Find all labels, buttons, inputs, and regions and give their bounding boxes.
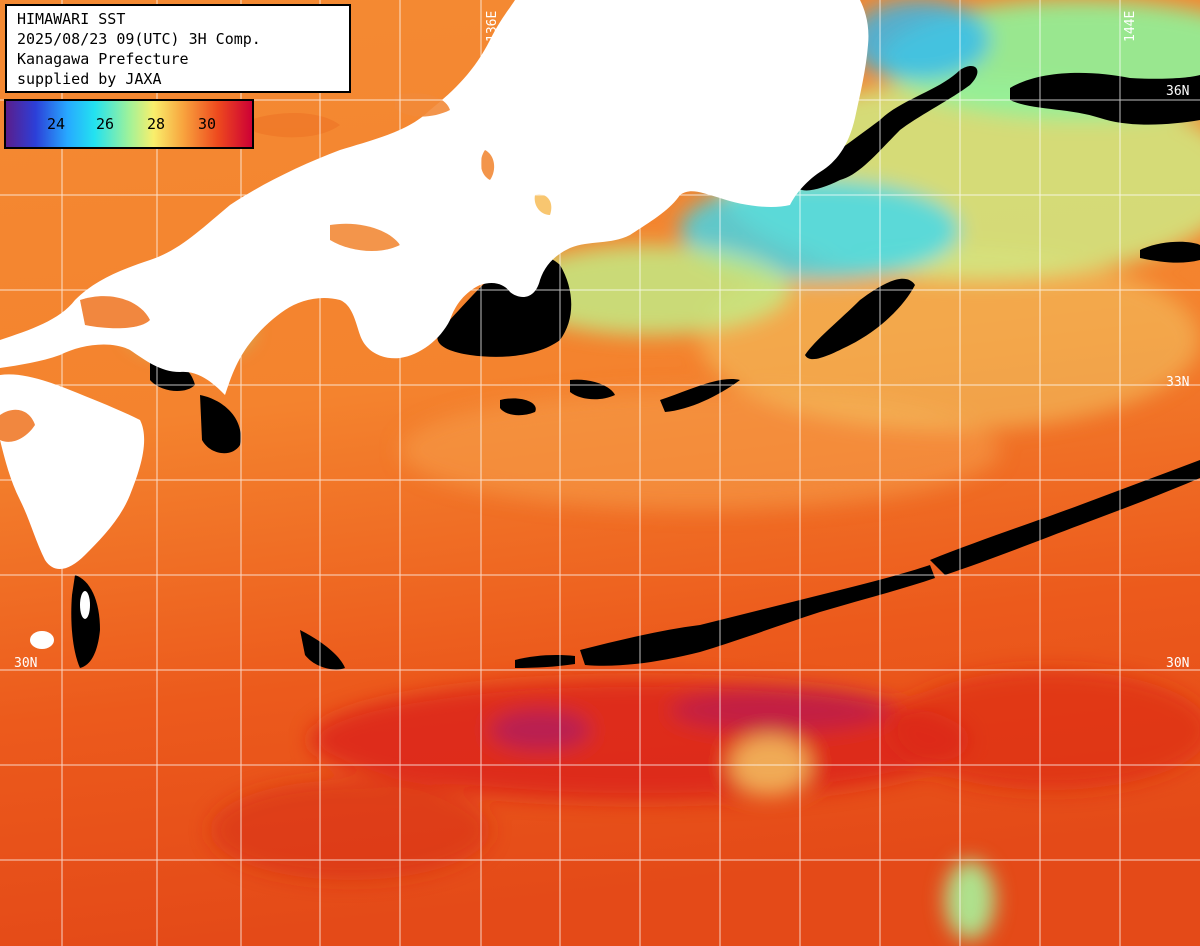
temperature-color-scale: 24 26 28 30 — [4, 99, 254, 149]
legend-tick-24: 24 — [47, 115, 66, 133]
cloud-mask — [71, 65, 1200, 670]
title-line-product: HIMAWARI SST — [17, 10, 126, 28]
title-line-organization: Kanagawa Prefecture — [17, 50, 189, 68]
lat-label-33-left: 33 — [12, 377, 28, 392]
lon-label-136e: 136E — [485, 11, 500, 42]
legend-tick-26: 26 — [96, 115, 115, 133]
lat-label-30n-right: 30N — [1166, 656, 1189, 671]
title-line-source: supplied by JAXA — [17, 70, 162, 88]
legend-tick-28: 28 — [147, 115, 166, 133]
land — [0, 0, 869, 649]
lat-label-30n-left: 30N — [14, 656, 37, 671]
lat-label-33n-right: 33N — [1166, 375, 1189, 390]
title-line-datetime: 2025/08/23 09(UTC) 3H Comp. — [17, 30, 261, 48]
lat-label-36n: 36N — [1166, 84, 1189, 99]
title-box: HIMAWARI SST 2025/08/23 09(UTC) 3H Comp.… — [5, 4, 351, 93]
legend-tick-30: 30 — [198, 115, 217, 133]
coastal-waters — [0, 93, 552, 442]
lon-label-144e: 144E — [1123, 11, 1138, 42]
